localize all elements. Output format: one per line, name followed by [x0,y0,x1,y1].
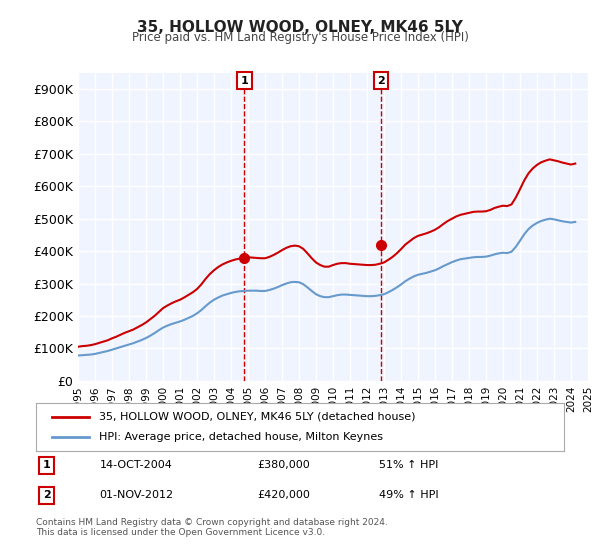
Text: 49% ↑ HPI: 49% ↑ HPI [379,491,439,501]
Text: 14-OCT-2004: 14-OCT-2004 [100,460,172,470]
Text: Contains HM Land Registry data © Crown copyright and database right 2024.
This d: Contains HM Land Registry data © Crown c… [36,518,388,538]
Text: Price paid vs. HM Land Registry's House Price Index (HPI): Price paid vs. HM Land Registry's House … [131,31,469,44]
Text: 1: 1 [241,76,248,86]
Text: 01-NOV-2012: 01-NOV-2012 [100,491,173,501]
Text: £380,000: £380,000 [258,460,311,470]
Text: 35, HOLLOW WOOD, OLNEY, MK46 5LY (detached house): 35, HOLLOW WOOD, OLNEY, MK46 5LY (detach… [100,412,416,422]
Text: 51% ↑ HPI: 51% ↑ HPI [379,460,439,470]
Text: HPI: Average price, detached house, Milton Keynes: HPI: Average price, detached house, Milt… [100,432,383,442]
Text: 1: 1 [43,460,50,470]
Text: £420,000: £420,000 [258,491,311,501]
Text: 35, HOLLOW WOOD, OLNEY, MK46 5LY: 35, HOLLOW WOOD, OLNEY, MK46 5LY [137,20,463,35]
Text: 2: 2 [377,76,385,86]
Text: 2: 2 [43,491,50,501]
